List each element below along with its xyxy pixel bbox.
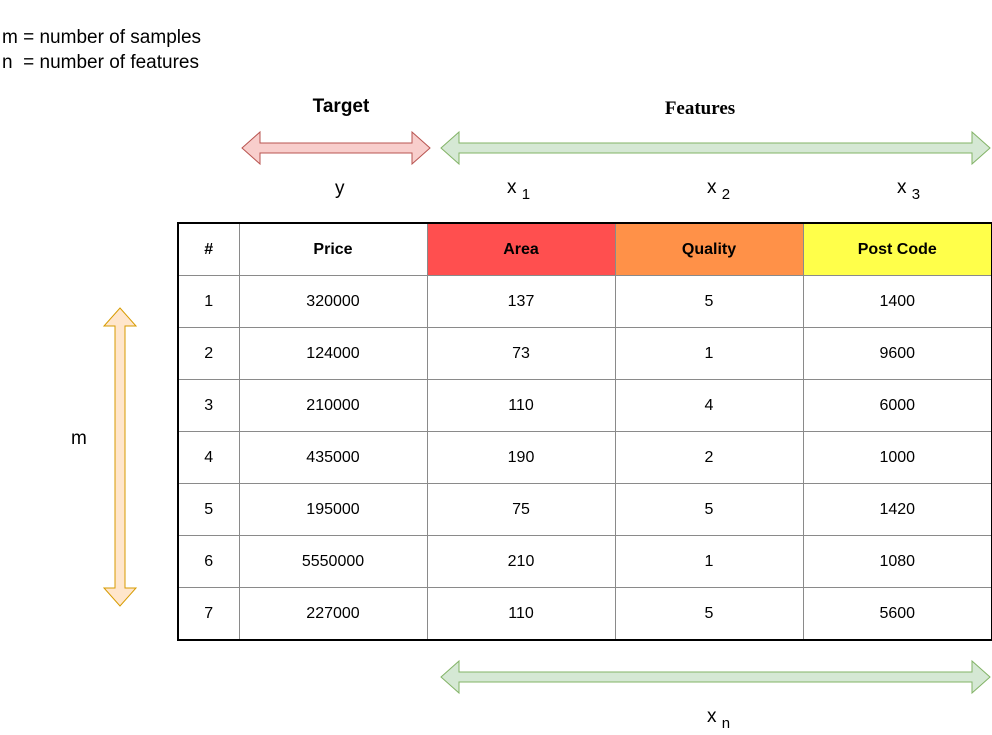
x1-label: x 1 xyxy=(507,177,531,203)
cell-quality: 5 xyxy=(614,275,804,328)
cell-price: 5550000 xyxy=(238,535,428,588)
xn-arrow xyxy=(440,659,991,695)
cell-price: 210000 xyxy=(238,379,428,432)
cell-area: 110 xyxy=(426,379,616,432)
legend-samples: m = number of samples xyxy=(2,27,202,48)
cell-index: 6 xyxy=(177,535,240,588)
cell-index: 2 xyxy=(177,327,240,380)
data-table: # Price Area Quality Post Code 1 320000 … xyxy=(177,222,992,641)
table-row: 1 320000 137 5 1400 xyxy=(177,275,992,328)
legend-features: n = number of features xyxy=(2,52,199,73)
features-arrow xyxy=(440,130,991,166)
cell-area: 137 xyxy=(426,275,616,328)
target-heading: Target xyxy=(312,96,370,117)
m-label: m xyxy=(71,428,87,449)
cell-quality: 1 xyxy=(614,327,804,380)
x3-label: x 3 xyxy=(897,177,921,203)
cell-index: 5 xyxy=(177,483,240,536)
table-row: 7 227000 110 5 5600 xyxy=(177,587,992,641)
y-label: y xyxy=(335,178,345,199)
cell-index: 3 xyxy=(177,379,240,432)
cell-post-code: 6000 xyxy=(802,379,992,432)
cell-price: 195000 xyxy=(238,483,428,536)
table-row: 3 210000 110 4 6000 xyxy=(177,379,992,432)
cell-quality: 5 xyxy=(614,483,804,536)
cell-quality: 5 xyxy=(614,587,804,641)
cell-post-code: 1400 xyxy=(802,275,992,328)
table-header-row: # Price Area Quality Post Code xyxy=(177,222,992,276)
cell-area: 210 xyxy=(426,535,616,588)
cell-post-code: 5600 xyxy=(802,587,992,641)
cell-post-code: 1420 xyxy=(802,483,992,536)
target-arrow xyxy=(241,130,431,166)
features-heading: Features xyxy=(664,98,736,119)
cell-area: 73 xyxy=(426,327,616,380)
cell-price: 227000 xyxy=(238,587,428,641)
table-row: 4 435000 190 2 1000 xyxy=(177,431,992,484)
header-price: Price xyxy=(238,222,428,276)
cell-area: 75 xyxy=(426,483,616,536)
cell-area: 110 xyxy=(426,587,616,641)
cell-quality: 1 xyxy=(614,535,804,588)
m-arrow xyxy=(102,307,138,607)
cell-price: 320000 xyxy=(238,275,428,328)
x2-label: x 2 xyxy=(707,177,731,203)
xn-label: x n xyxy=(707,706,731,732)
cell-post-code: 1000 xyxy=(802,431,992,484)
header-index: # xyxy=(177,222,240,276)
cell-index: 1 xyxy=(177,275,240,328)
cell-area: 190 xyxy=(426,431,616,484)
table-row: 6 5550000 210 1 1080 xyxy=(177,535,992,588)
cell-quality: 4 xyxy=(614,379,804,432)
table-row: 5 195000 75 5 1420 xyxy=(177,483,992,536)
header-quality: Quality xyxy=(614,222,804,276)
cell-price: 124000 xyxy=(238,327,428,380)
table-row: 2 124000 73 1 9600 xyxy=(177,327,992,380)
cell-index: 4 xyxy=(177,431,240,484)
header-post-code: Post Code xyxy=(802,222,992,276)
cell-post-code: 9600 xyxy=(802,327,992,380)
cell-price: 435000 xyxy=(238,431,428,484)
cell-post-code: 1080 xyxy=(802,535,992,588)
header-area: Area xyxy=(426,222,616,276)
cell-quality: 2 xyxy=(614,431,804,484)
cell-index: 7 xyxy=(177,587,240,641)
